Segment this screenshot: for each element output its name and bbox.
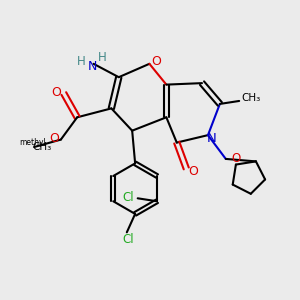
Text: Cl: Cl	[122, 191, 134, 204]
Text: O: O	[188, 165, 198, 178]
Text: Cl: Cl	[122, 233, 134, 246]
Text: O: O	[232, 152, 241, 165]
Text: H: H	[98, 51, 107, 64]
Text: N: N	[87, 60, 97, 73]
Text: O: O	[51, 85, 61, 98]
Text: methyl: methyl	[19, 138, 46, 147]
Text: CH₃: CH₃	[33, 142, 52, 152]
Text: O: O	[151, 55, 161, 68]
Text: H: H	[77, 55, 85, 68]
Text: N: N	[207, 132, 217, 145]
Text: CH₃: CH₃	[242, 93, 261, 103]
Text: O: O	[50, 132, 59, 145]
